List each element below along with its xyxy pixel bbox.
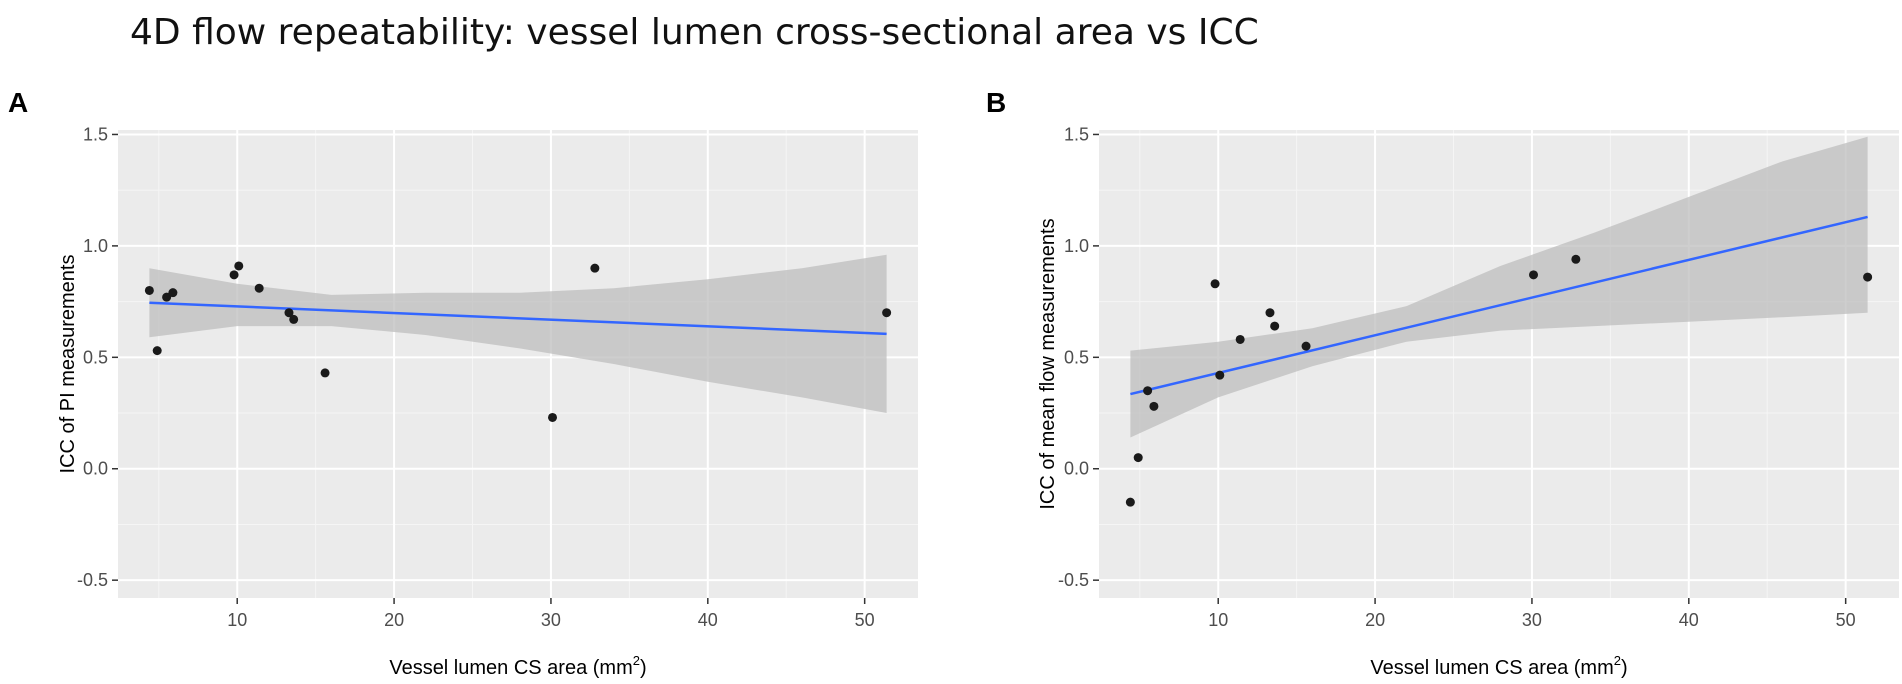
data-point	[1210, 279, 1220, 289]
fit-line	[1130, 215, 1868, 396]
x-axis-title: Vessel lumen CS area (mm2)	[1370, 653, 1627, 679]
data-point	[144, 285, 154, 295]
data-point	[1149, 401, 1159, 411]
y-tick-label: 0.0	[83, 459, 108, 479]
data-point	[168, 288, 178, 298]
data-point	[1571, 254, 1581, 264]
y-tick-label: 0.5	[1064, 347, 1089, 367]
data-point	[1270, 321, 1280, 331]
y-tick-label: 0.5	[83, 347, 108, 367]
x-tick-label: 20	[384, 610, 404, 630]
data-point	[1529, 270, 1539, 280]
data-point	[548, 412, 558, 422]
data-point	[234, 261, 244, 271]
x-axis-title-text: Vessel lumen CS area (mm	[1370, 657, 1613, 679]
x-axis-title-superscript: 2	[633, 653, 640, 668]
figure-title: 4D flow repeatability: vessel lumen cros…	[130, 12, 1259, 53]
panel-label: A	[8, 87, 28, 118]
x-tick-label: 50	[855, 610, 875, 630]
y-tick-label: 1.0	[1064, 236, 1089, 256]
panel-label: B	[986, 87, 1006, 118]
x-axis-title-close: )	[1621, 657, 1628, 679]
data-point	[1215, 370, 1225, 380]
data-point	[1143, 386, 1153, 396]
panel-b: B -0.5 0.0 0.5 1.0 1.5 10 20 30 40 50 Vessel lumen …	[986, 87, 1899, 679]
data-point	[1133, 453, 1143, 463]
x-axis-title-close: )	[640, 657, 647, 679]
data-point	[254, 283, 264, 293]
data-point	[1265, 308, 1275, 318]
data-point	[1235, 334, 1245, 344]
x-tick-label: 30	[1522, 610, 1542, 630]
data-point	[1301, 341, 1311, 351]
fit-line	[149, 301, 887, 336]
y-tick-label: 1.5	[1064, 124, 1089, 144]
data-point	[152, 346, 162, 356]
confidence-ribbon	[1130, 136, 1868, 438]
panel-a: A -0.5 0.0 0.5 1.0 1.5 10 20 30 40 50 Vessel lumen …	[8, 87, 918, 679]
x-tick-label: 40	[1679, 610, 1699, 630]
y-tick-label: 1.0	[83, 236, 108, 256]
data-point	[590, 263, 600, 273]
data-point	[289, 314, 299, 324]
x-tick-label: 40	[698, 610, 718, 630]
x-axis-title: Vessel lumen CS area (mm2)	[389, 653, 646, 679]
x-tick-label: 30	[541, 610, 561, 630]
data-point	[320, 368, 330, 378]
data-point	[162, 292, 172, 302]
x-tick-label: 10	[227, 610, 247, 630]
data-point	[882, 308, 892, 318]
y-tick-label: 0.0	[1064, 459, 1089, 479]
y-tick-label: -0.5	[1058, 570, 1089, 590]
data-point	[229, 270, 239, 280]
confidence-ribbon	[149, 254, 887, 413]
y-axis-title: ICC of PI measurements	[57, 255, 79, 474]
x-axis-title-text: Vessel lumen CS area (mm	[389, 657, 632, 679]
y-axis-title: ICC of mean flow measurements	[1037, 218, 1059, 509]
x-tick-label: 20	[1365, 610, 1385, 630]
x-tick-label: 10	[1208, 610, 1228, 630]
data-point	[1863, 272, 1873, 282]
x-tick-label: 50	[1836, 610, 1856, 630]
x-axis-title-superscript: 2	[1614, 653, 1621, 668]
y-tick-label: 1.5	[83, 124, 108, 144]
data-point	[1125, 497, 1135, 507]
data-point	[284, 308, 294, 318]
y-tick-label: -0.5	[77, 570, 108, 590]
